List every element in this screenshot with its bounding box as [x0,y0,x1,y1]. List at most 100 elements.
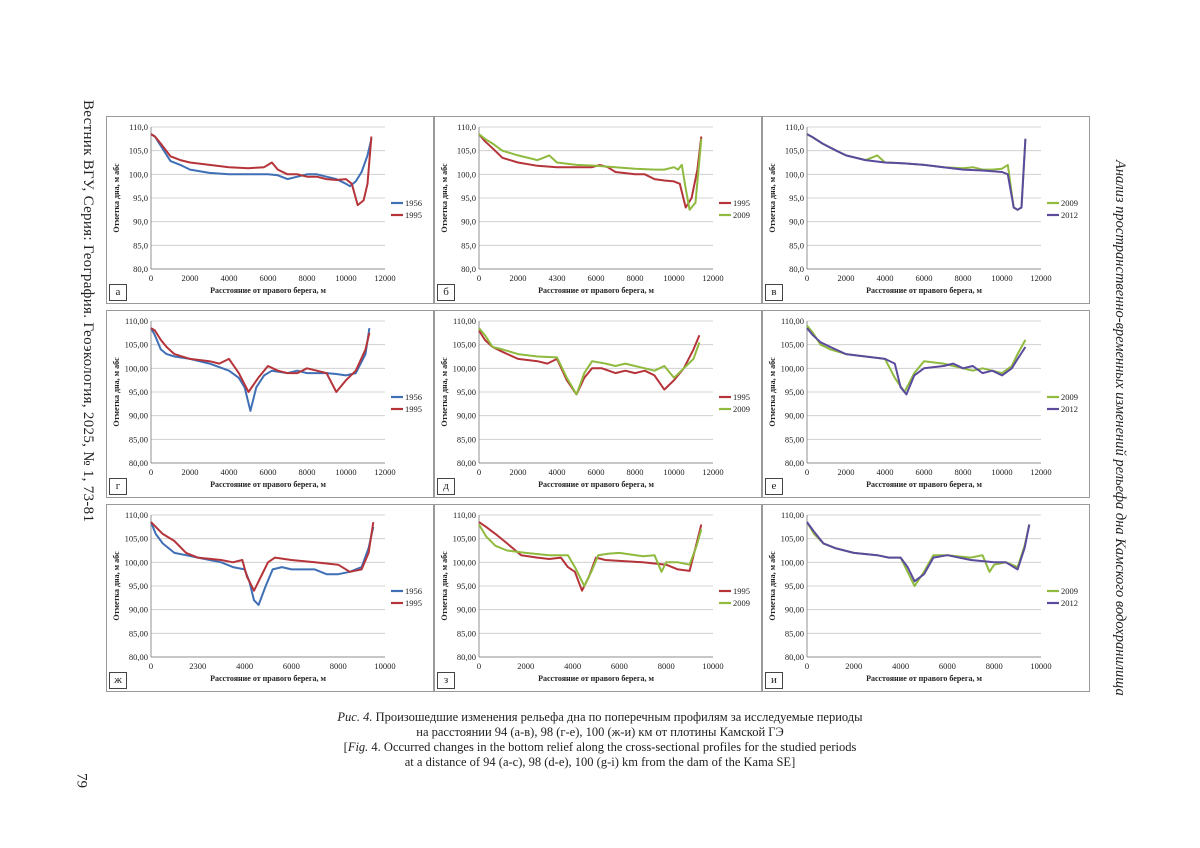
xtick-label: 6000 [939,661,956,671]
y-axis-title: Отметка дна, м абс [440,163,449,233]
ytick-label: 105,0 [129,146,148,156]
series-line-1956 [151,522,373,605]
chart-svg-c: 80,085,090,095,0100,0105,0110,0020004000… [763,117,1091,305]
ytick-label: 95,00 [457,581,476,591]
caption-line-2: на расстоянии 94 (а-в), 98 (г-е), 100 (ж… [250,725,950,740]
ytick-label: 95,00 [129,581,148,591]
chart-svg-i: 80,0085,0090,0095,00100,00105,00110,0002… [763,505,1091,693]
xtick-label: 6000 [588,467,605,477]
xtick-label: 4000 [892,661,909,671]
xtick-label: 10000 [335,273,356,283]
ytick-label: 85,0 [789,240,804,250]
panel-letter-i: и [765,672,783,689]
x-axis-title: Расстояние от правого берега, м [210,674,326,683]
xtick-label: 0 [805,273,809,283]
xtick-label: 2000 [182,467,199,477]
legend-label-1956: 1956 [405,586,422,596]
xtick-label: 6000 [260,273,277,283]
xtick-label: 8000 [627,467,644,477]
xtick-label: 6000 [588,273,605,283]
legend-label-2009: 2009 [733,598,750,608]
ytick-label: 100,00 [125,363,148,373]
xtick-label: 4000 [221,273,238,283]
y-axis-title: Отметка дна, м абс [440,551,449,621]
xtick-label: 8000 [955,467,972,477]
ytick-label: 85,0 [133,240,148,250]
xtick-label: 6000 [916,467,933,477]
legend-label-2012: 2012 [1061,598,1078,608]
xtick-label: 0 [149,467,153,477]
ytick-label: 90,00 [785,411,804,421]
xtick-label: 12000 [1030,467,1051,477]
figure-caption: Рис. 4. Произошедшие изменения рельефа д… [250,710,950,770]
series-line-2009 [479,525,701,587]
series-line-2012 [807,134,1025,210]
x-axis-title: Расстояние от правого берега, м [538,674,654,683]
y-axis-title: Отметка дна, м абс [112,163,121,233]
x-axis-title: Расстояние от правого берега, м [866,286,982,295]
ytick-label: 80,0 [789,264,804,274]
ytick-label: 110,00 [781,316,804,326]
ytick-label: 80,00 [785,652,804,662]
series-line-1995 [479,134,701,207]
ytick-label: 85,00 [785,434,804,444]
xtick-label: 6000 [611,661,628,671]
ytick-label: 110,0 [129,122,148,132]
xtick-label: 2000 [517,661,534,671]
ytick-label: 110,0 [785,122,804,132]
ytick-label: 95,00 [785,387,804,397]
series-line-2012 [807,522,1029,581]
ytick-label: 95,0 [133,193,148,203]
panel-letter-d: г [109,478,127,495]
xtick-label: 0 [805,661,809,671]
series-line-1956 [151,328,369,411]
xtick-label: 10000 [1030,661,1051,671]
ytick-label: 85,00 [785,628,804,638]
y-axis-title: Отметка дна, м абс [768,163,777,233]
xtick-label: 4000 [877,273,894,283]
figure-4: 80,085,090,095,0100,0105,0110,0020004000… [100,114,1090,694]
x-axis-title: Расстояние от правого берега, м [210,480,326,489]
legend-label-1995: 1995 [733,586,750,596]
ytick-label: 85,00 [457,434,476,444]
xtick-label: 12000 [374,273,395,283]
xtick-label: 4000 [236,661,253,671]
ytick-label: 95,0 [461,193,476,203]
xtick-label: 12000 [1030,273,1051,283]
ytick-label: 110,00 [453,510,476,520]
ytick-label: 90,0 [789,217,804,227]
page-number-box: 79 [66,772,96,796]
caption-line-3: [Fig. 4. Occurred changes in the bottom … [250,740,950,755]
ytick-label: 100,0 [785,169,804,179]
xtick-label: 10000 [991,273,1012,283]
series-line-2009 [807,326,1025,392]
legend-label-1956: 1956 [405,198,422,208]
ytick-label: 110,00 [125,316,148,326]
caption-line-1: Рис. 4. Произошедшие изменения рельефа д… [250,710,950,725]
ytick-label: 95,0 [789,193,804,203]
ytick-label: 90,0 [461,217,476,227]
xtick-label: 8000 [658,661,675,671]
xtick-label: 2000 [838,467,855,477]
legend-label-2009: 2009 [1061,392,1078,402]
y-axis-title: Отметка дна, м абс [768,551,777,621]
ytick-label: 110,00 [781,510,804,520]
xtick-label: 2000 [510,467,527,477]
running-title-band: Анализ пространственно-временных изменен… [1100,160,1140,720]
chart-svg-h: 80,0085,0090,0095,00100,00105,00110,0002… [435,505,763,693]
xtick-label: 12000 [374,467,395,477]
xtick-label: 0 [477,661,481,671]
chart-panel-i: 80,0085,0090,0095,00100,00105,00110,0002… [762,504,1090,692]
legend-label-2009: 2009 [1061,586,1078,596]
chart-panel-a: 80,085,090,095,0100,0105,0110,0020004000… [106,116,434,304]
chart-panel-c: 80,085,090,095,0100,0105,0110,0020004000… [762,116,1090,304]
ytick-label: 80,00 [457,652,476,662]
ytick-label: 80,0 [461,264,476,274]
legend-label-1995: 1995 [733,392,750,402]
xtick-label: 8000 [986,661,1003,671]
panel-letter-h: з [437,672,455,689]
ytick-label: 105,00 [781,534,804,544]
xtick-label: 10000 [702,661,723,671]
xtick-label: 2000 [845,661,862,671]
chart-panel-d: 80,0085,0090,0095,00100,00105,00110,0002… [106,310,434,498]
